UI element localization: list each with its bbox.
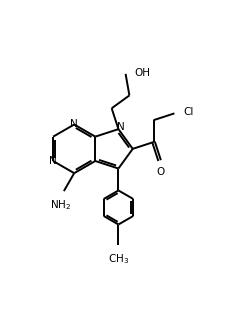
Text: N: N: [70, 119, 78, 129]
Text: N: N: [117, 122, 124, 132]
Text: N: N: [49, 156, 57, 166]
Text: OH: OH: [134, 68, 150, 78]
Text: Cl: Cl: [183, 107, 193, 117]
Text: O: O: [157, 167, 165, 177]
Text: NH$_2$: NH$_2$: [50, 198, 71, 212]
Text: CH$_3$: CH$_3$: [108, 252, 129, 266]
